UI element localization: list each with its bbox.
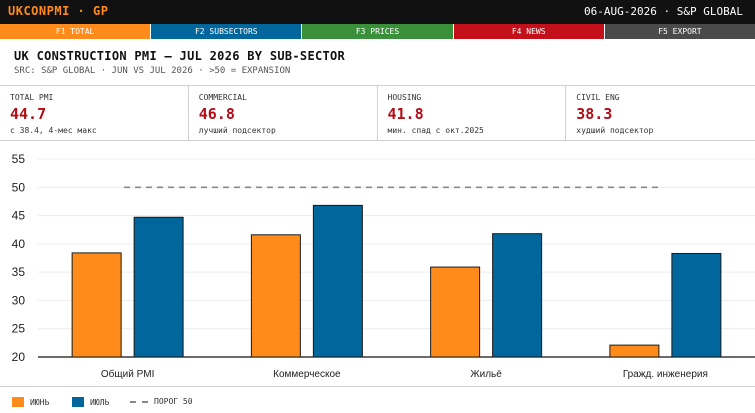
kpi-strip: TOTAL PMI 44.7 с 38.4, 4-мес макс COMMER… [0,86,755,141]
fkey-prices[interactable]: F3 PRICES [302,24,454,39]
y-tick-label: 35 [12,265,26,279]
page-subtitle: SRC: S&P GLOBAL · JUN VS JUL 2026 · >50 … [14,66,291,76]
kpi-value: 46.8 [198,105,235,123]
ticker-label: UKCONPMI · GP [8,4,109,18]
x-tick-label: Жильё [470,369,502,380]
kpi-label: HOUSING [387,93,422,102]
bar-july [312,204,363,358]
y-tick-label: 30 [12,293,26,307]
date-source-label: 06-AUG-2026 · S&P GLOBAL [584,5,743,18]
kpi-value: 41.8 [387,105,424,123]
chart-area: 20 25 30 35 40 45 50 55 Общий PMI Коммерческое Жил… [0,141,755,386]
top-bar: UKCONPMI · GP 06-AUG-2026 · S&P GLOBAL [0,0,755,24]
fkey-news[interactable]: F4 NEWS [453,24,605,39]
bar-june [430,266,481,358]
title-block: UK CONSTRUCTION PMI — JUL 2026 BY SUB-SE… [0,39,755,86]
kpi-note: с 38.4, 4-мес макс [10,126,97,135]
fkey-export[interactable]: F5 EXPORT [604,24,755,39]
x-tick-label: Общий PMI [101,368,154,380]
bar-june [609,344,660,358]
kpi-total: TOTAL PMI 44.7 с 38.4, 4-мес макс [0,86,189,141]
y-tick-label: 45 [12,209,26,223]
kpi-label: CIVIL ENG [576,93,620,102]
bar-july [492,233,543,358]
bar-june [71,252,122,358]
y-tick-label: 20 [12,350,26,364]
kpi-note: мин. спад с окт.2025 [387,126,484,135]
kpi-commercial: COMMERCIAL 46.8 лучший подсектор [189,86,378,141]
function-key-bar: F1 TOTAL F2 SUBSECTORS F3 PRICES F4 NEWS… [0,24,755,39]
legend-label-threshold: ПОРОГ 50 [154,397,193,406]
y-tick-label: 40 [12,237,26,251]
bar-chart: 20 25 30 35 40 45 50 55 Общий PMI Коммерческое Жил… [12,152,755,380]
legend-dash-threshold [130,400,148,403]
kpi-value: 44.7 [10,105,47,123]
fkey-subsectors[interactable]: F2 SUBSECTORS [151,24,303,39]
kpi-note: худший подсектор [576,126,654,135]
legend-label-june: ИЮНЬ [30,397,50,407]
legend-item-july: ИЮЛЬ [72,397,109,407]
legend-swatch-june [12,397,24,407]
y-tick-label: 50 [12,180,26,194]
kpi-housing: HOUSING 41.8 мин. спад с окт.2025 [378,86,567,141]
kpi-label: COMMERCIAL [198,93,247,102]
bar-june [250,234,301,358]
y-tick-label: 55 [12,152,26,166]
x-tick-label: Гражд. инженерия [623,369,708,380]
bar-july [671,252,722,358]
kpi-note: лучший подсектор [198,126,276,135]
page-title: UK CONSTRUCTION PMI — JUL 2026 BY SUB-SE… [14,49,346,63]
fkey-total[interactable]: F1 TOTAL [0,24,152,39]
chart-legend: ИЮНЬ ИЮЛЬ ПОРОГ 50 [0,386,755,413]
legend-swatch-july [72,397,84,407]
x-tick-label: Коммерческое [273,369,341,380]
kpi-value: 38.3 [576,105,613,123]
y-tick-label: 25 [12,322,26,336]
bar-july [133,216,184,358]
legend-item-threshold: ПОРОГ 50 [130,397,193,406]
legend-item-june: ИЮНЬ [12,397,49,407]
kpi-civil-eng: CIVIL ENG 38.3 худший подсектор [566,86,755,141]
kpi-label: TOTAL PMI [10,93,54,102]
legend-label-july: ИЮЛЬ [90,397,110,407]
